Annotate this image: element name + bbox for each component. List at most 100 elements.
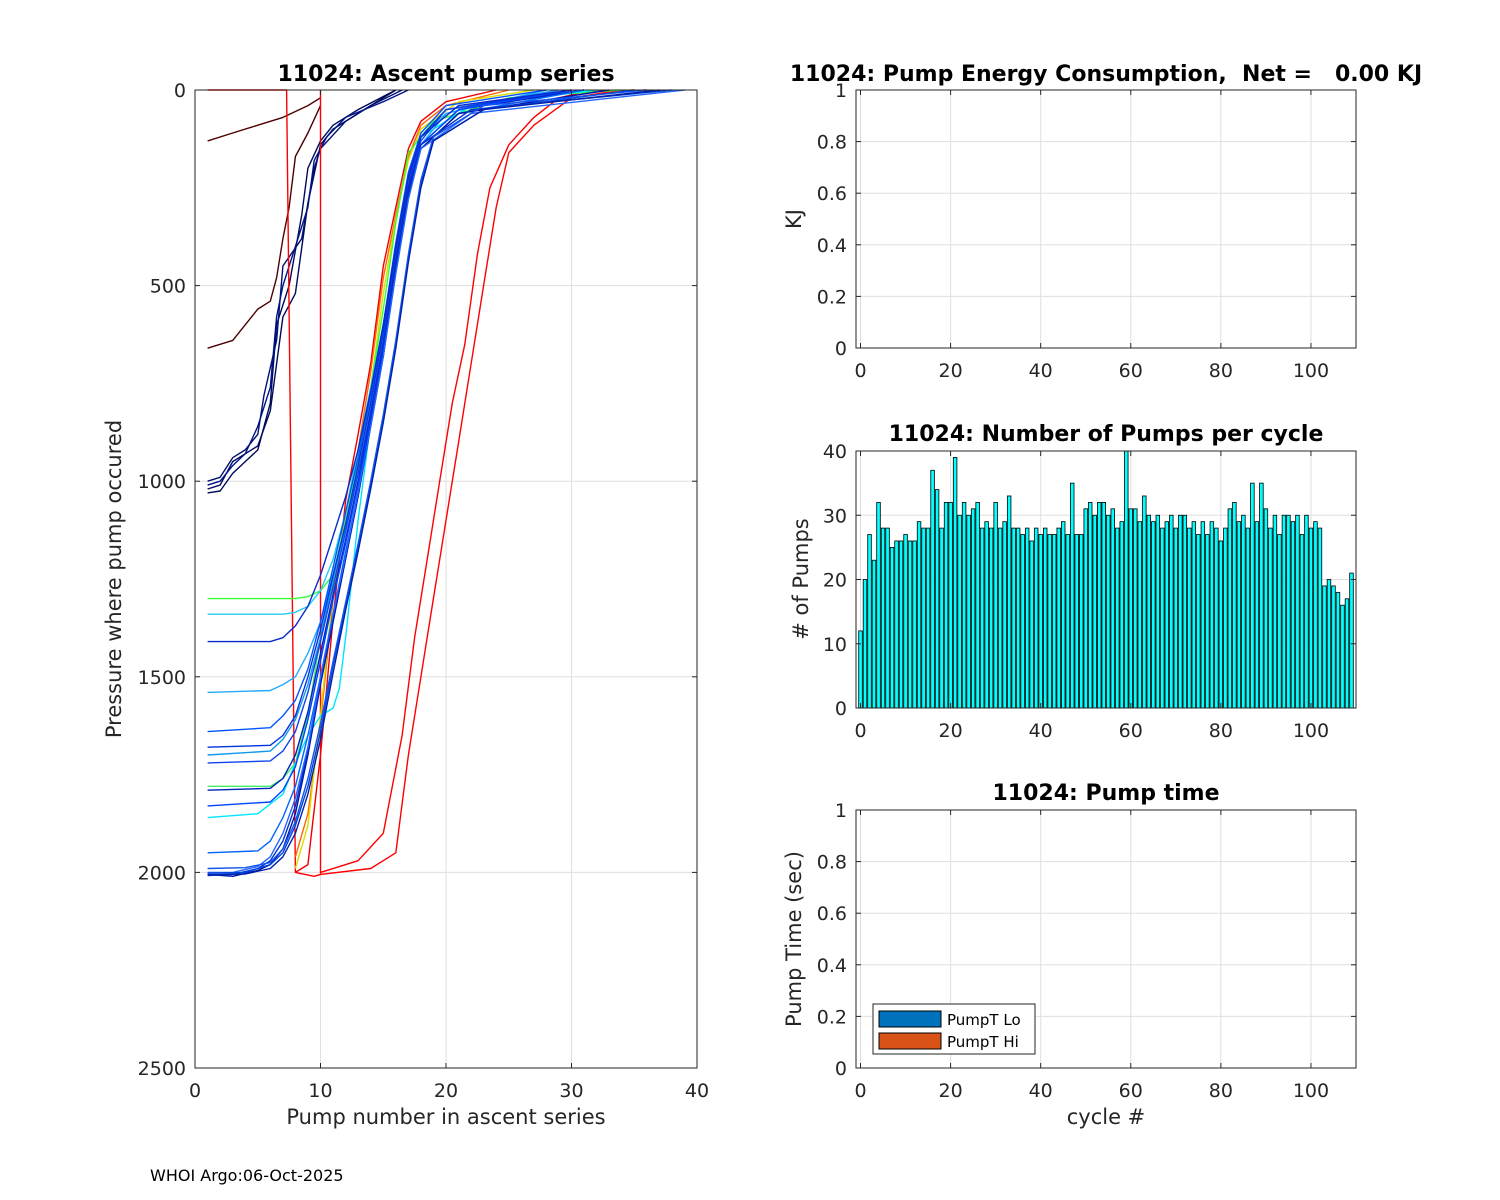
x-tick-label: 40 <box>1029 360 1053 382</box>
ascent-series-line <box>207 89 397 494</box>
pump-count-bar <box>1155 514 1160 709</box>
pump-count-bar <box>1056 527 1061 709</box>
pump-count-bar <box>1245 527 1251 709</box>
y-tick-label: 1 <box>835 800 847 822</box>
x-tick-label: 60 <box>1119 360 1143 382</box>
ascent-series-lines <box>207 89 685 877</box>
ascent-series-line <box>207 97 321 142</box>
pump-count-bar <box>1061 521 1066 709</box>
y-tick-label: 0 <box>835 1058 847 1080</box>
ascent-pump-series-chart: 0 10 20 30 40 0 500 1000 1500 2000 2500 11024: Asc… <box>102 62 709 1129</box>
x-tick-label: 40 <box>685 1080 709 1102</box>
pump-count-bar <box>1029 540 1034 709</box>
x-tick-label: 60 <box>1119 720 1143 742</box>
pump-count-bar <box>1002 521 1007 709</box>
pump-count-bar <box>1015 527 1021 709</box>
y-tick-label: 1 <box>835 80 847 102</box>
pump-count-bar <box>930 469 935 709</box>
pump-count-bar <box>1214 527 1219 709</box>
x-tick-label: 100 <box>1293 360 1329 382</box>
ascent-series-line <box>207 89 585 791</box>
y-tick-label: 0 <box>835 338 847 360</box>
pump-count-bar <box>1178 514 1183 709</box>
pump-count-bar <box>1052 534 1057 709</box>
pump-count-bar <box>1020 534 1025 709</box>
pump-count-bar <box>1335 591 1341 709</box>
pump-count-bar <box>1331 585 1336 709</box>
pump-count-bar <box>1079 534 1084 709</box>
energy-axes-box <box>855 89 1357 349</box>
pump-count-bar <box>1272 514 1278 709</box>
pump-count-bar <box>1322 585 1327 709</box>
pump-count-bar <box>907 540 913 709</box>
pump-count-bar <box>1047 534 1052 709</box>
ascent-tick-labels: 0 10 20 30 40 0 500 1000 1500 2000 2500 <box>138 80 709 1102</box>
pump-count-bar <box>903 534 908 709</box>
pump-count-bar <box>1218 540 1224 709</box>
ascent-series-line <box>207 89 597 819</box>
x-tick-label: 0 <box>189 1080 201 1102</box>
pumps-tick-labels: 0 20 40 60 80 100 0 10 20 30 40 <box>823 441 1356 742</box>
ascent-series-line <box>295 89 497 873</box>
pump-count-bar <box>1038 534 1043 709</box>
x-tick-label: 80 <box>1209 360 1233 382</box>
pump-count-bar <box>1187 527 1192 709</box>
pump-count-bar <box>957 514 962 709</box>
x-tick-label: 30 <box>559 1080 583 1102</box>
pumptime-tick-labels: 0 20 40 60 80 100 0 0.2 0.4 0.6 0.8 1 <box>817 800 1356 1102</box>
pump-count-bar <box>1092 514 1097 709</box>
y-tick-label: 0.6 <box>817 903 847 925</box>
pump-count-bar <box>1259 482 1264 709</box>
pumps-title: 11024: Number of Pumps per cycle <box>889 422 1324 447</box>
pump-count-bar <box>943 501 949 709</box>
pump-count-bar <box>1124 450 1129 709</box>
x-tick-label: 0 <box>854 360 866 382</box>
pump-count-bar <box>1151 521 1156 709</box>
ascent-series-line <box>320 89 647 876</box>
pump-count-bar <box>1133 508 1138 709</box>
energy-ylabel: KJ <box>782 209 806 229</box>
y-tick-label: 500 <box>150 276 186 298</box>
ascent-series-line <box>207 89 572 748</box>
pump-count-bar <box>1182 514 1188 709</box>
pump-count-bar <box>925 527 931 709</box>
pump-count-bar <box>1101 501 1106 709</box>
pump-count-bar <box>1227 508 1233 709</box>
legend-swatch-lo <box>878 1010 942 1028</box>
y-tick-label: 40 <box>823 441 847 463</box>
pump-count-bar <box>1164 521 1170 709</box>
footer-credit: WHOI Argo:06-Oct-2025 <box>150 1166 344 1185</box>
ascent-series-line <box>294 89 535 869</box>
pump-count-bar <box>1115 527 1120 709</box>
pump-count-bar <box>1083 508 1088 709</box>
ascent-series-line <box>207 89 322 877</box>
pumptime-title: 11024: Pump time <box>992 781 1219 806</box>
pump-count-bar <box>1011 527 1016 709</box>
legend-label-hi: PumpT Hi <box>947 1033 1019 1051</box>
pump-count-bar <box>1223 527 1228 709</box>
pump-count-bar <box>1317 527 1323 709</box>
x-tick-label: 10 <box>308 1080 332 1102</box>
pump-count-bar <box>1173 527 1179 709</box>
pump-count-bar <box>1241 514 1246 709</box>
pump-count-bar <box>1196 534 1201 709</box>
pump-count-bar <box>1191 521 1197 709</box>
pumptime-legend: PumpT Lo PumpT Hi <box>872 1003 1036 1055</box>
pump-count-bar <box>1070 482 1075 709</box>
pump-count-bar <box>939 527 944 709</box>
pump-count-bar <box>921 527 926 709</box>
y-tick-label: 2000 <box>138 862 186 884</box>
pump-count-bar <box>1088 501 1093 709</box>
pump-count-bar <box>1097 501 1102 709</box>
ascent-title: 11024: Ascent pump series <box>277 62 614 87</box>
y-tick-label: 1500 <box>138 667 186 689</box>
y-tick-label: 30 <box>823 505 847 527</box>
energy-grid <box>856 90 1356 348</box>
pump-count-bar <box>1142 495 1147 709</box>
pump-time-chart: 0 20 40 60 80 100 0 0.2 0.4 0.6 0.8 1 11024: Pump t… <box>782 781 1357 1129</box>
pump-count-bar <box>894 540 899 709</box>
pump-count-bar <box>1313 521 1318 709</box>
pump-count-bar <box>1160 527 1165 709</box>
pump-count-bar <box>885 527 890 709</box>
y-tick-label: 0.2 <box>817 286 847 308</box>
